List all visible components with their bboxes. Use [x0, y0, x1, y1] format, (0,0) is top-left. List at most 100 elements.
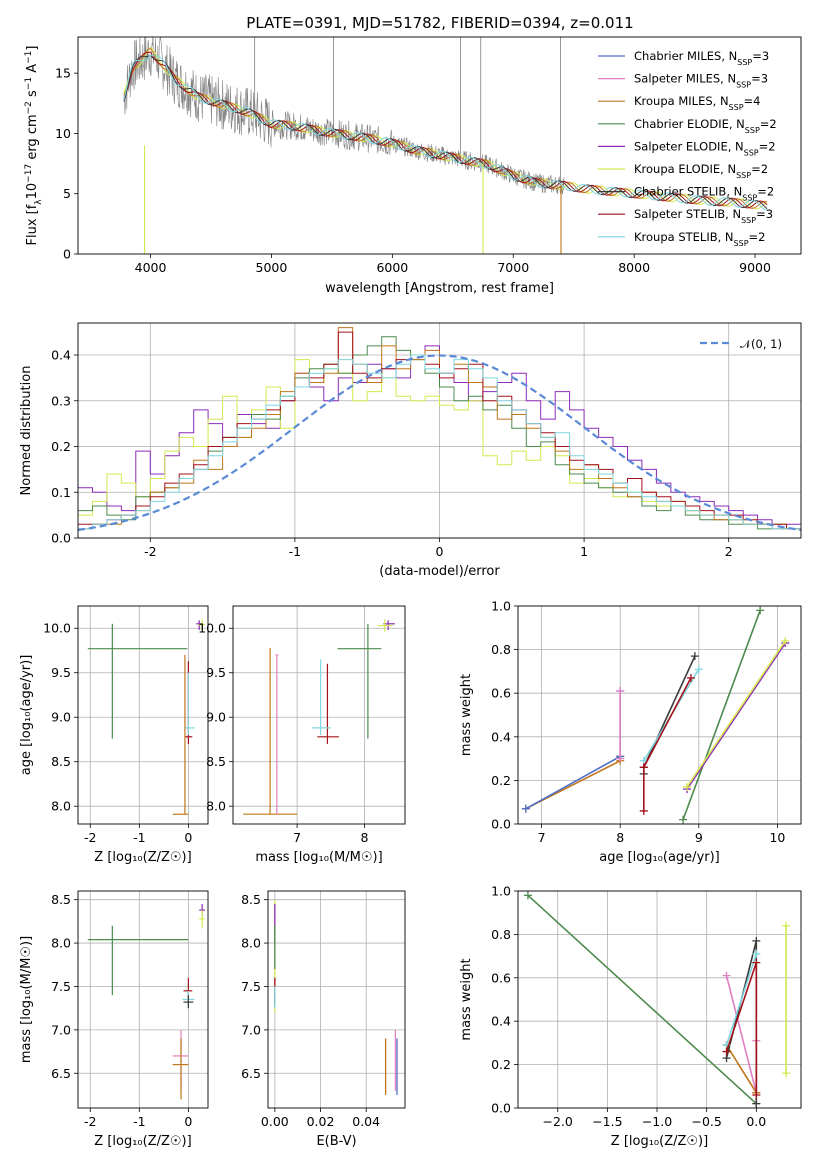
- x-tick-label: 2: [725, 544, 733, 559]
- x-tick-label: -1: [133, 830, 145, 845]
- y-tick-label: 0.2: [491, 1057, 511, 1072]
- legend-entry-tail: =3: [751, 72, 768, 86]
- legend-entry-name: Salpeter ELODIE, N: [634, 139, 744, 153]
- x-tick-label: 7: [293, 830, 301, 845]
- model-spectrum: [123, 47, 768, 209]
- histogram-step: [78, 354, 801, 530]
- legend-entry: Salpeter MILES, NSSP=3: [634, 72, 768, 90]
- weight-point-marker: [686, 673, 695, 682]
- legend-entry: Chabrier MILES, NSSP=3: [634, 49, 769, 67]
- y-tick-label: 0.4: [491, 729, 511, 744]
- legend-entry-sub: SSP: [745, 125, 760, 134]
- x-tick-label: -2: [84, 1114, 96, 1129]
- y-tick-label: 0.3: [51, 393, 71, 408]
- data-points: [243, 619, 395, 815]
- series-lines: [521, 606, 790, 824]
- weight-vs-metallicity-panel: −2.0 −1.5 −1.0 −0.5 0.0 0.0 0.2 0.4 0.6 0.8 1.0 Z […: [459, 884, 802, 1149]
- y-tick-label: 10: [55, 126, 71, 141]
- y-axis-label-part: erg cm: [25, 114, 40, 163]
- x-tick-label: 0: [184, 830, 192, 845]
- x-tick-label: 1: [580, 544, 588, 559]
- legend-entry-name: Salpeter STELIB, N: [634, 207, 741, 221]
- y-axis-label: mass weight: [459, 958, 474, 1040]
- y-tick-label: 0.6: [491, 970, 511, 985]
- y-tick-label: 0.0: [491, 1101, 511, 1116]
- y-tick-label: 7.0: [51, 1022, 71, 1037]
- axes-frame: [232, 605, 406, 825]
- weight-point-marker: [752, 958, 761, 967]
- x-tick-label: 0.00: [261, 1114, 289, 1129]
- x-tick-label: -1: [289, 544, 301, 559]
- y-tick-label: 1.0: [491, 599, 511, 614]
- legend-entry-sub: SSP: [734, 238, 749, 247]
- y-tick-label: 8.0: [51, 936, 71, 951]
- legend-entry-name: Chabrier ELODIE, N: [634, 117, 745, 131]
- weight-point-marker: [756, 606, 765, 615]
- x-tick-label: 5000: [256, 260, 288, 275]
- x-axis-label: (data-model)/error: [379, 564, 500, 579]
- x-tick-label: 4000: [135, 260, 167, 275]
- weight-line: [725, 953, 758, 1046]
- x-tick-label: 8000: [618, 260, 650, 275]
- y-tick-label: 0.0: [491, 817, 511, 832]
- weight-point-marker: [679, 815, 688, 824]
- weight-line: [682, 610, 761, 820]
- observed-spectrum: [123, 37, 565, 195]
- y-tick-label: 8.5: [51, 892, 71, 907]
- y-tick-label: 7.5: [241, 979, 261, 994]
- weight-vs-age-panel: 7 8 9 10 0.0 0.2 0.4 0.6 0.8 1.0 age [log₁₀(age/yr…: [459, 599, 802, 865]
- residuals-panel: -2 -1 0 1 2 0.0 0.1 0.2 0.3 0.4 (data-model)/error…: [19, 322, 802, 579]
- y-tick-label: 0.8: [491, 927, 511, 942]
- legend-entry-sub: SSP: [736, 80, 751, 89]
- legend-entry-name: Chabrier MILES, N: [634, 49, 737, 63]
- y-tick-label: 0.4: [51, 348, 71, 363]
- weight-point-marker: [683, 782, 692, 791]
- weight-point-marker: [781, 636, 790, 645]
- legend-entry: Kroupa STELIB, NSSP=2: [634, 230, 765, 248]
- x-axis-label: age [log₁₀(age/yr)]: [599, 850, 720, 865]
- y-axis-label-part: −17: [24, 164, 34, 183]
- weight-point-marker: [752, 936, 761, 945]
- x-tick-label: 7: [538, 830, 546, 845]
- weight-point-marker: [639, 763, 648, 772]
- legend-entry-sub: SSP: [742, 193, 757, 202]
- legend-entry: 𝒩(0, 1): [740, 337, 782, 351]
- weight-line: [527, 894, 757, 1105]
- legend-entry-name: Salpeter MILES, N: [634, 72, 736, 86]
- weight-line: [725, 975, 758, 1093]
- weight-point-marker: [752, 1090, 761, 1099]
- weight-line: [686, 640, 786, 788]
- axes-frame: [77, 36, 802, 255]
- weight-point-marker: [616, 687, 625, 696]
- y-tick-label: 9.0: [206, 710, 226, 725]
- y-axis-label-part: λ: [34, 199, 44, 205]
- x-tick-label: 9000: [739, 260, 771, 275]
- x-tick-label: −2.0: [543, 1114, 573, 1129]
- weight-point-marker: [521, 804, 530, 813]
- weight-point-marker: [616, 754, 625, 763]
- axes-frame: [517, 605, 802, 825]
- x-tick-label: −1.0: [642, 1114, 672, 1129]
- legend-entry-tail: =3: [756, 207, 773, 221]
- legend-entry-name: Kroupa STELIB, N: [634, 230, 734, 244]
- x-axis-label: Z [log₁₀(Z/Z☉)]: [611, 1134, 708, 1149]
- legend-entry-tail: =3: [752, 49, 769, 63]
- model-spectrum: [123, 54, 768, 211]
- legend-entry-tail: =4: [744, 94, 761, 108]
- y-tick-label: 15: [55, 66, 71, 81]
- legend-entry: Chabrier ELODIE, NSSP=2: [634, 117, 777, 135]
- weight-point-marker: [722, 1047, 731, 1056]
- legend-entry: Kroupa ELODIE, NSSP=2: [634, 162, 768, 180]
- age-vs-mass-panel: 7 8 8.0 8.5 9.0 9.5 10.0 mass [log₁₀(M/M☉)]: [198, 605, 406, 865]
- model-spectrum: [123, 46, 768, 210]
- weight-point-marker: [752, 1099, 761, 1108]
- x-tick-label: 7000: [497, 260, 529, 275]
- y-axis-label: age [log₁₀(age/yr)]: [19, 655, 34, 776]
- x-tick-label: 0.04: [352, 1114, 380, 1129]
- weight-line: [686, 642, 786, 790]
- x-tick-label: 9: [695, 830, 703, 845]
- y-tick-label: 8.0: [241, 936, 261, 951]
- y-tick-label: 0.8: [491, 642, 511, 657]
- x-axis-label: mass [log₁₀(M/M☉)]: [255, 850, 382, 865]
- y-axis-label-part: −1: [24, 51, 34, 64]
